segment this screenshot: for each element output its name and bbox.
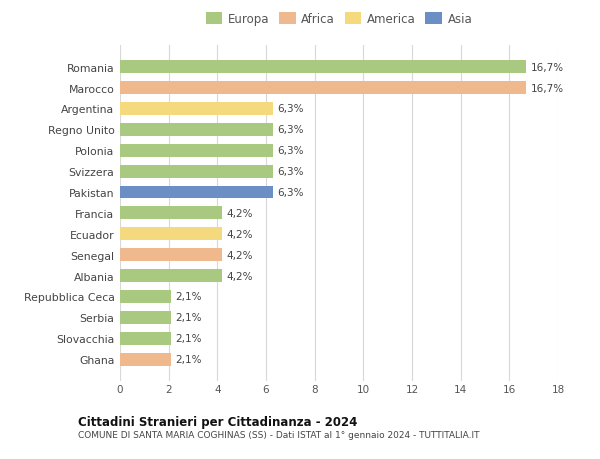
Text: 6,3%: 6,3% <box>278 188 304 197</box>
Bar <box>120 61 526 74</box>
Text: 16,7%: 16,7% <box>531 62 564 73</box>
Text: 2,1%: 2,1% <box>175 333 202 343</box>
Bar <box>120 311 171 324</box>
Text: 16,7%: 16,7% <box>531 84 564 94</box>
Bar <box>120 123 273 137</box>
Bar <box>120 269 222 282</box>
Bar <box>120 228 222 241</box>
Text: 2,1%: 2,1% <box>175 292 202 302</box>
Bar <box>120 82 526 95</box>
Bar <box>120 207 222 220</box>
Bar <box>120 165 273 178</box>
Bar <box>120 332 171 345</box>
Bar <box>120 249 222 262</box>
Text: 6,3%: 6,3% <box>278 104 304 114</box>
Bar <box>120 186 273 199</box>
Text: 6,3%: 6,3% <box>278 146 304 156</box>
Text: 6,3%: 6,3% <box>278 125 304 135</box>
Bar <box>120 103 273 116</box>
Text: 4,2%: 4,2% <box>227 208 253 218</box>
Bar <box>120 353 171 366</box>
Text: 6,3%: 6,3% <box>278 167 304 177</box>
Text: 4,2%: 4,2% <box>227 230 253 239</box>
Bar <box>120 145 273 157</box>
Text: Cittadini Stranieri per Cittadinanza - 2024: Cittadini Stranieri per Cittadinanza - 2… <box>78 415 358 428</box>
Text: 2,1%: 2,1% <box>175 354 202 364</box>
Text: 4,2%: 4,2% <box>227 271 253 281</box>
Legend: Europa, Africa, America, Asia: Europa, Africa, America, Asia <box>201 8 477 31</box>
Text: COMUNE DI SANTA MARIA COGHINAS (SS) - Dati ISTAT al 1° gennaio 2024 - TUTTITALIA: COMUNE DI SANTA MARIA COGHINAS (SS) - Da… <box>78 431 479 440</box>
Bar <box>120 290 171 303</box>
Text: 2,1%: 2,1% <box>175 313 202 323</box>
Text: 4,2%: 4,2% <box>227 250 253 260</box>
